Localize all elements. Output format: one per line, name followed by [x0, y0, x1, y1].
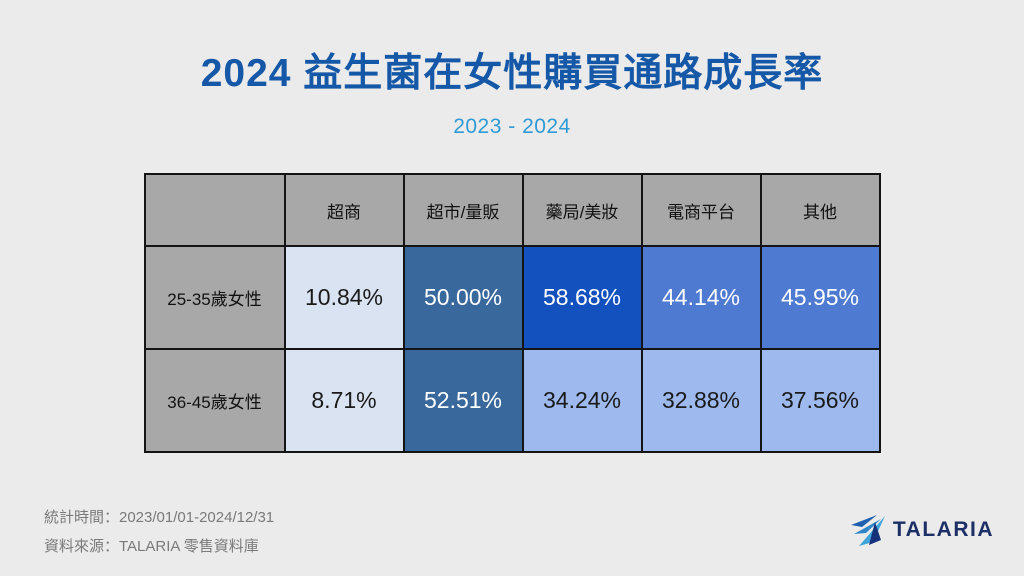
- footer-period: 統計時間：2023/01/01-2024/12/31: [44, 509, 275, 526]
- column-header-chaoshang: 超商: [283, 173, 405, 247]
- column-header-pharmacy: 藥局/美妝: [521, 173, 643, 247]
- table-header-row: 超商 超市/量販 藥局/美妝 電商平台 其他: [143, 173, 881, 247]
- talaria-logo-text: TALARIA: [892, 518, 994, 541]
- table-row: 36-45歲女性 8.71% 52.51% 34.24% 32.88% 37.5…: [143, 348, 881, 453]
- table-cell: 58.68%: [521, 245, 643, 350]
- column-header-ecommerce: 電商平台: [640, 173, 762, 247]
- table-cell: 52.51%: [402, 348, 524, 453]
- table-cell: 45.95%: [759, 245, 881, 350]
- table-corner-cell: [143, 173, 286, 247]
- column-header-other: 其他: [759, 173, 881, 247]
- talaria-logo: TALARIA: [850, 513, 994, 547]
- talaria-wing-icon: [850, 513, 890, 547]
- table-cell: 10.84%: [283, 245, 405, 350]
- table-cell: 32.88%: [640, 348, 762, 453]
- page-subtitle: 2023 - 2024: [453, 115, 571, 138]
- table-row: 25-35歲女性 10.84% 50.00% 58.68% 44.14% 45.…: [143, 245, 881, 350]
- row-label-36-45: 36-45歲女性: [143, 348, 286, 453]
- row-label-25-35: 25-35歲女性: [143, 245, 286, 350]
- column-header-supermarket: 超市/量販: [402, 173, 524, 247]
- growth-table: 超商 超市/量販 藥局/美妝 電商平台 其他 25-35歲女性 10.84% 5…: [143, 173, 881, 453]
- page-title: 2024 益生菌在女性購買通路成長率: [200, 52, 824, 95]
- table-cell: 34.24%: [521, 348, 643, 453]
- table-cell: 8.71%: [283, 348, 405, 453]
- table-cell: 44.14%: [640, 245, 762, 350]
- footer-source: 資料來源：TALARIA 零售資料庫: [44, 538, 259, 555]
- table-cell: 37.56%: [759, 348, 881, 453]
- table-cell: 50.00%: [402, 245, 524, 350]
- footer-notes: 統計時間：2023/01/01-2024/12/31 資料來源：TALARIA …: [44, 503, 274, 561]
